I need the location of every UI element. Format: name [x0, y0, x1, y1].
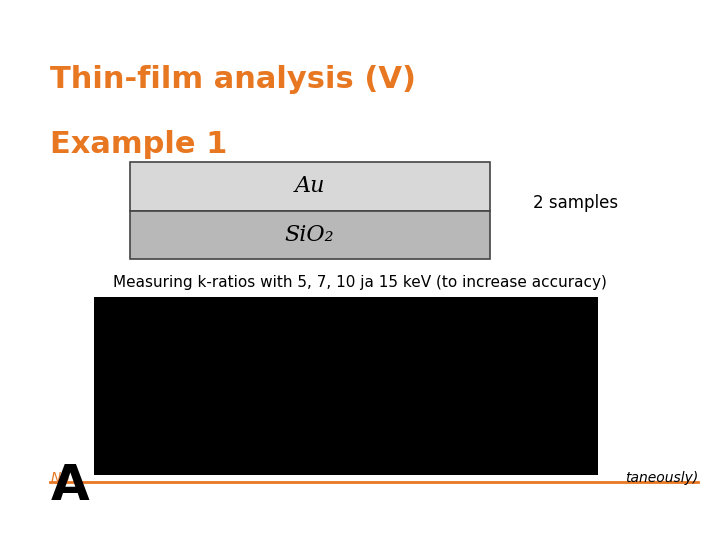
Bar: [130, 211, 490, 259]
Text: 2 samples: 2 samples: [533, 193, 618, 212]
Text: Au: Au: [294, 176, 325, 197]
Text: SiO₂: SiO₂: [285, 224, 334, 246]
Bar: [130, 162, 490, 211]
Text: A: A: [50, 462, 89, 510]
Bar: [94, 297, 598, 475]
Text: To define thickness measurement at one voltage is enough: To define thickness measurement at one v…: [133, 308, 587, 323]
Text: taneously): taneously): [625, 471, 698, 485]
Text: NB: NB: [50, 471, 71, 485]
Text: Measuring k-ratios with 5, 7, 10 ja 15 keV (to increase accuracy): Measuring k-ratios with 5, 7, 10 ja 15 k…: [113, 275, 607, 291]
Text: Example 1: Example 1: [50, 130, 228, 159]
Text: Thin-film analysis (V): Thin-film analysis (V): [50, 65, 416, 94]
